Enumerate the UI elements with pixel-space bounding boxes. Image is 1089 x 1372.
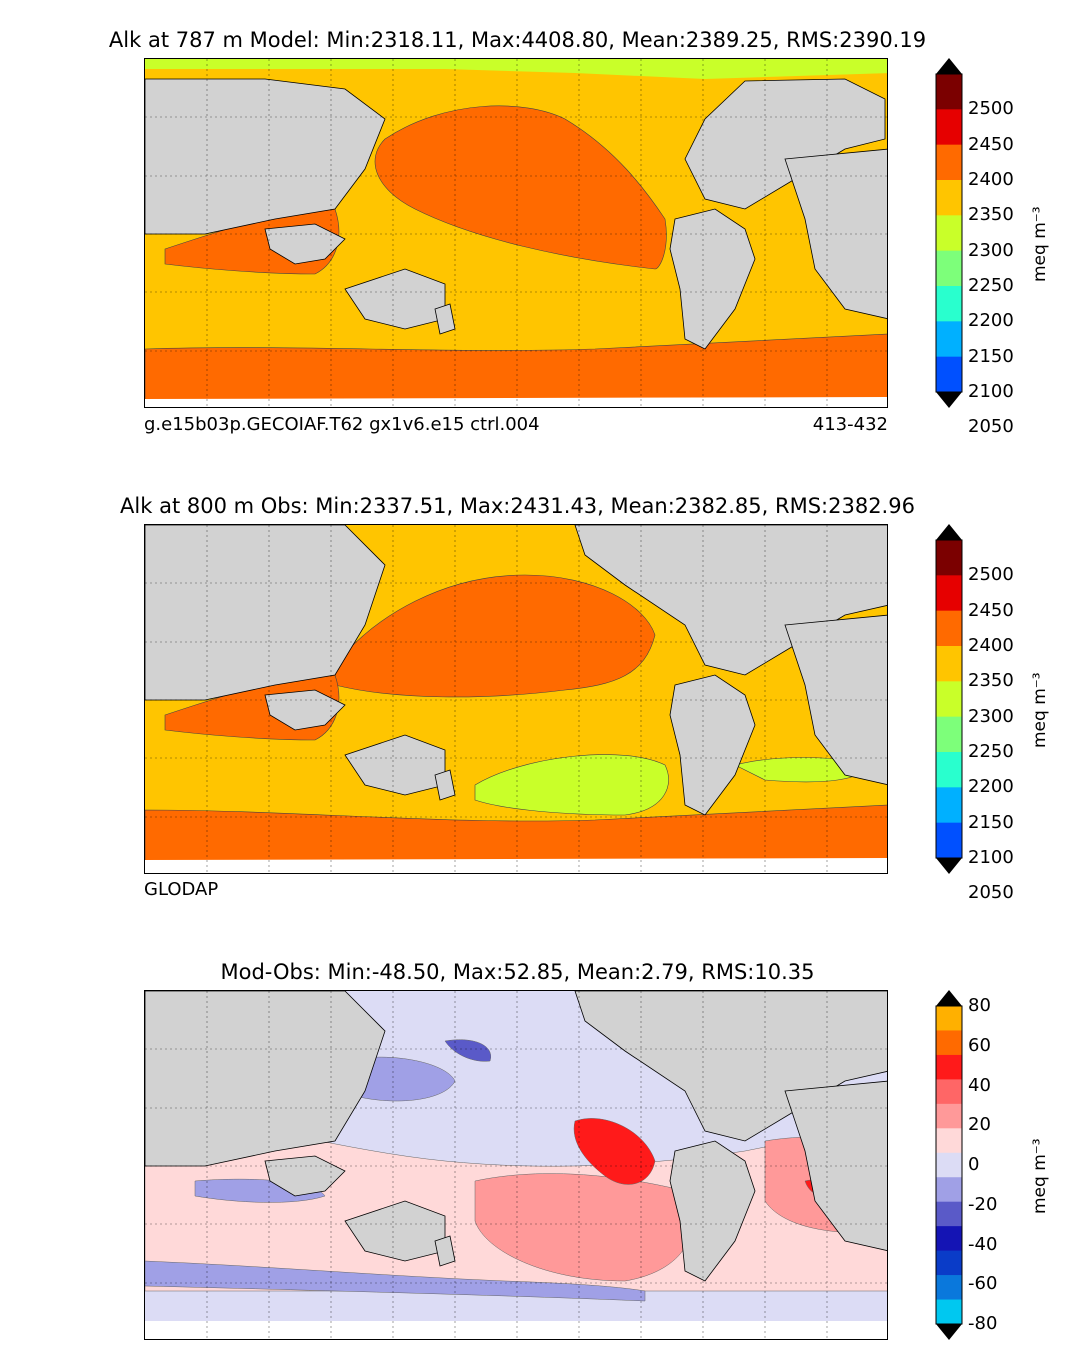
colorbar-segment	[936, 1275, 962, 1301]
colorbar-segment	[936, 144, 962, 181]
map-field	[145, 59, 887, 407]
map-area	[144, 58, 888, 408]
colorbar-unit: meq m⁻³	[1030, 206, 1050, 282]
colorbar-unit: meq m⁻³	[1030, 672, 1050, 748]
colorbar-segment	[936, 1128, 962, 1154]
colorbar-segment	[936, 215, 962, 252]
colorbar-segment	[936, 1177, 962, 1203]
colorbar-tick-label: 2500	[968, 564, 1014, 586]
colorbar-segment	[936, 1226, 962, 1252]
colorbar-segment	[936, 286, 962, 322]
colorbar-extend-max	[936, 990, 962, 1006]
colorbar-segment	[936, 1103, 962, 1129]
colorbar-tick-label: 2400	[968, 635, 1014, 656]
colorbar-segment	[936, 752, 962, 788]
colorbar-segment	[936, 540, 962, 576]
map-field	[145, 991, 887, 1339]
colorbar-tick-label: 2300	[968, 705, 1014, 727]
colorbar-frame	[935, 539, 963, 859]
colorbar-segment	[936, 1299, 962, 1325]
colorbar-unit: meq m⁻³	[1030, 1138, 1050, 1214]
colorbar-segment	[936, 681, 962, 718]
years-label: 413-432	[812, 414, 888, 435]
colorbar-tick-label: 2450	[968, 599, 1014, 621]
colorbar-tick-label: 2050	[968, 416, 1014, 438]
colorbar-tick-label: -20	[968, 1193, 998, 1215]
colorbar-tick-label: 2500	[968, 98, 1014, 120]
colorbar-extend-min	[936, 1324, 962, 1340]
colorbar-segment	[936, 1152, 962, 1178]
colorbar-segment	[936, 1201, 962, 1227]
colorbar-tick-label: 2250	[968, 275, 1014, 296]
colorbar-tick-label: 2050	[968, 882, 1014, 904]
colorbar-tick-label: -80	[968, 1313, 998, 1334]
colorbar-segment	[936, 575, 962, 612]
colorbar-segment	[936, 356, 962, 393]
colorbar-tick-label: 2450	[968, 133, 1014, 155]
colorbar-tick-label: 2400	[968, 169, 1014, 190]
colorbar-segment	[936, 180, 962, 216]
colorbar-segment	[936, 74, 962, 110]
colorbar-segment	[936, 787, 962, 824]
colorbar-frame	[935, 73, 963, 393]
colorbar-tick-label: 2100	[968, 381, 1014, 402]
colorbar-segment	[936, 109, 962, 146]
colorbar-segment	[936, 1079, 962, 1105]
colorbar-tick-label: 2100	[968, 847, 1014, 868]
colorbar-tick-label: 20	[968, 1114, 991, 1136]
colorbar-scale	[935, 524, 963, 874]
colorbar-tick-label: 2200	[968, 310, 1014, 332]
colorbar-tick-label: 80	[968, 995, 991, 1016]
map-area	[144, 990, 888, 1340]
colorbar-tick-label: 60	[968, 1034, 991, 1056]
map-title: Alk at 787 m Model: Min:2318.11, Max:440…	[108, 28, 927, 52]
colorbar-segment	[936, 321, 962, 358]
colorbar-segment	[936, 1054, 962, 1080]
colorbar-tick-label: 2350	[968, 204, 1014, 226]
colorbar-extend-max	[936, 58, 962, 74]
map-title: Mod-Obs: Min:-48.50, Max:52.85, Mean:2.7…	[220, 960, 815, 984]
run-name-label: g.e15b03p.GECOIAF.T62 gx1v6.e15 ctrl.004	[144, 414, 540, 435]
colorbar-tick-label: -40	[968, 1233, 998, 1255]
colorbar-tick-label: 2300	[968, 239, 1014, 261]
colorbar-segment	[936, 610, 962, 647]
colorbar-tick-label: -60	[968, 1273, 998, 1295]
colorbar-segment	[936, 1006, 962, 1031]
colorbar-tick-label: 2250	[968, 741, 1014, 762]
colorbar-segment	[936, 716, 962, 753]
map-field	[145, 525, 887, 873]
colorbar-scale	[935, 58, 963, 408]
colorbar-extend-max	[936, 524, 962, 540]
colorbar-scale	[935, 990, 963, 1340]
colorbar-tick-label: 40	[968, 1074, 991, 1096]
colorbar-tick-label: 2150	[968, 811, 1014, 833]
colorbar-segment	[936, 646, 962, 682]
colorbar-tick-label: 2150	[968, 345, 1014, 367]
colorbar-frame	[935, 1005, 963, 1325]
colorbar-tick-label: 2200	[968, 776, 1014, 798]
map-title: Alk at 800 m Obs: Min:2337.51, Max:2431.…	[120, 494, 915, 518]
colorbar-tick-label: 0	[968, 1154, 980, 1175]
map-area	[144, 524, 888, 874]
colorbar-extend-min	[936, 392, 962, 408]
colorbar-segment	[936, 1030, 962, 1056]
dataset-label: GLODAP	[144, 879, 219, 900]
colorbar-segment	[936, 250, 962, 287]
colorbar-tick-label: 2350	[968, 670, 1014, 692]
colorbar-segment	[936, 822, 962, 859]
colorbar-segment	[936, 1250, 962, 1276]
colorbar-extend-min	[936, 858, 962, 874]
